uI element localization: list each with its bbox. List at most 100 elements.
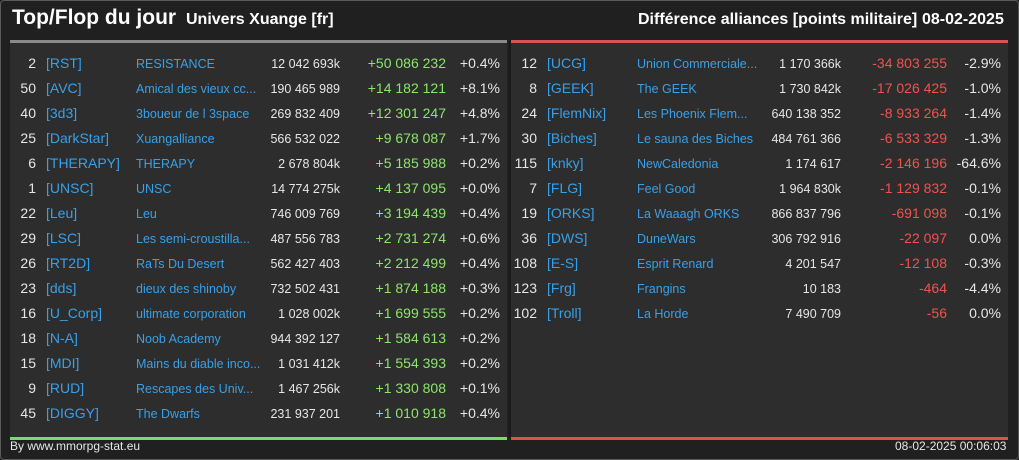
alliance-points: 269 832 409: [270, 107, 340, 121]
percent-change: -64.6%: [956, 155, 1001, 171]
alliance-tag-link[interactable]: [Leu]: [46, 205, 78, 221]
flop-row: 8 [GEEK] The GEEK 1 730 842k -17 026 425 -1.0…: [511, 78, 1008, 103]
alliance-points: 487 556 783: [270, 232, 340, 246]
percent-change: +0.4%: [459, 55, 500, 71]
alliance-name-link[interactable]: UNSC: [136, 182, 172, 196]
alliance-tag-link[interactable]: [DarkStar]: [46, 130, 110, 146]
percent-change: -1.0%: [964, 80, 1001, 96]
alliance-tag-link[interactable]: [UNSC]: [46, 180, 94, 196]
percent-change: +0.2%: [459, 330, 500, 346]
flop-row: 36 [DWS] DuneWars 306 792 916 -22 097 0.0%: [511, 228, 1008, 253]
alliance-name-link[interactable]: The GEEK: [637, 82, 697, 96]
percent-change: 0.0%: [969, 305, 1001, 321]
points-difference: +5 185 988: [375, 155, 446, 171]
alliance-tag-link[interactable]: [THERAPY]: [46, 155, 120, 171]
alliance-name-link[interactable]: La Horde: [637, 307, 689, 321]
alliance-tag-link[interactable]: [Troll]: [547, 305, 582, 321]
alliance-name-link[interactable]: 3boueur de l 3space: [136, 107, 250, 121]
alliance-tag-link[interactable]: [GEEK]: [547, 80, 594, 96]
percent-change: +0.3%: [459, 280, 500, 296]
panel-divider: [509, 40, 511, 437]
alliance-points: 1 170 366k: [779, 57, 841, 71]
alliance-rank: 1: [28, 180, 36, 196]
alliance-name-link[interactable]: Amical des vieux cc...: [136, 82, 257, 96]
alliance-name-link[interactable]: Frangins: [637, 282, 686, 296]
points-difference: +1 010 918: [375, 405, 446, 421]
alliance-name-link[interactable]: ultimate corporation: [136, 307, 246, 321]
alliance-tag-link[interactable]: [MDI]: [46, 355, 80, 371]
points-difference: +2 212 499: [375, 255, 446, 271]
alliance-tag-link[interactable]: [RT2D]: [46, 255, 91, 271]
points-difference: -2 146 196: [880, 155, 947, 171]
points-difference: +1 699 555: [375, 305, 446, 321]
alliance-points: 944 392 127: [270, 332, 340, 346]
alliance-name-link[interactable]: dieux des shinoby: [136, 282, 237, 296]
alliance-tag-link[interactable]: [U_Corp]: [46, 305, 103, 321]
alliance-name-link[interactable]: Xuangalliance: [136, 132, 215, 146]
page-title: Top/Flop du jour: [12, 6, 177, 29]
flop-accent-bar: [511, 437, 1008, 440]
alliance-tag-link[interactable]: [E-S]: [547, 255, 579, 271]
alliance-name-link[interactable]: NewCaledonia: [637, 157, 719, 171]
alliance-tag-link[interactable]: [ORKS]: [547, 205, 595, 221]
alliance-points: 190 465 989: [270, 82, 340, 96]
alliance-points: 4 201 547: [785, 257, 841, 271]
alliance-tag-link[interactable]: [3d3]: [46, 105, 78, 121]
alliance-points: 12 042 693k: [271, 57, 340, 71]
alliance-tag-link[interactable]: [N-A]: [46, 330, 78, 346]
alliance-name-link[interactable]: THERAPY: [136, 157, 196, 171]
percent-change: +0.2%: [459, 155, 500, 171]
alliance-name-link[interactable]: Les Phoenix Flem...: [637, 107, 748, 121]
alliance-name-link[interactable]: Feel Good: [637, 182, 696, 196]
alliance-name-link[interactable]: Union Commerciale...: [637, 57, 758, 71]
top-row: 6 [THERAPY] THERAPY 2 678 804k +5 185 988 +0.…: [10, 153, 507, 178]
alliance-name-link[interactable]: Rescapes des Univ...: [136, 382, 254, 396]
top-list: 2 [RST] RESISTANCE 12 042 693k +50 086 232 +0…: [10, 53, 507, 428]
alliance-name-link[interactable]: RaTs Du Desert: [136, 257, 225, 271]
points-difference: +1 554 393: [375, 355, 446, 371]
alliance-name-link[interactable]: RESISTANCE: [136, 57, 215, 71]
alliance-name-link[interactable]: Esprit Renard: [637, 257, 714, 271]
alliance-tag-link[interactable]: [UCG]: [547, 55, 586, 71]
alliance-tag-link[interactable]: [DWS]: [547, 230, 588, 246]
alliance-rank: 9: [28, 380, 36, 396]
alliance-tag-link[interactable]: [Biches]: [547, 130, 597, 146]
alliance-tag-link[interactable]: [RST]: [46, 55, 82, 71]
alliance-points: 1 028 002k: [278, 307, 340, 321]
alliance-name-link[interactable]: Le sauna des Biches: [637, 132, 754, 146]
points-difference: -464: [918, 280, 947, 296]
percent-change: +8.1%: [459, 80, 500, 96]
alliance-tag-link[interactable]: [AVC]: [46, 80, 82, 96]
top-row: 22 [Leu] Leu 746 009 769 +3 194 439 +0.4%: [10, 203, 507, 228]
alliance-name-link[interactable]: La Waaagh ORKS: [637, 207, 740, 221]
alliance-tag-link[interactable]: [Frg]: [547, 280, 576, 296]
alliance-points: 231 937 201: [270, 407, 340, 421]
alliance-rank: 45: [20, 405, 36, 421]
alliance-tag-link[interactable]: [FlemNix]: [547, 105, 607, 121]
top-row: 23 [dds] dieux des shinoby 732 502 431 +1 87…: [10, 278, 507, 303]
top-row: 50 [AVC] Amical des vieux cc... 190 465 989…: [10, 78, 507, 103]
points-difference: -6 533 329: [880, 130, 947, 146]
alliance-name-link[interactable]: DuneWars: [637, 232, 696, 246]
alliance-rank: 8: [529, 80, 537, 96]
alliance-tag-link[interactable]: [dds]: [46, 280, 77, 296]
alliance-tag-link[interactable]: [knky]: [547, 155, 584, 171]
alliance-name-link[interactable]: The Dwarfs: [136, 407, 200, 421]
alliance-rank: 30: [521, 130, 537, 146]
flop-row: 102 [Troll] La Horde 7 490 709 -56 0.0%: [511, 303, 1008, 328]
alliance-tag-link[interactable]: [DIGGY]: [46, 405, 99, 421]
alliance-tag-link[interactable]: [FLG]: [547, 180, 583, 196]
alliance-name-link[interactable]: Les semi-croustilla...: [136, 232, 250, 246]
top-row: 1 [UNSC] UNSC 14 774 275k +4 137 095 +0.0%: [10, 178, 507, 203]
points-difference: +1 874 188: [375, 280, 446, 296]
alliance-rank: 36: [521, 230, 537, 246]
alliance-name-link[interactable]: Mains du diable inco...: [136, 357, 261, 371]
alliance-tag-link[interactable]: [RUD]: [46, 380, 85, 396]
alliance-tag-link[interactable]: [LSC]: [46, 230, 82, 246]
flop-row: 123 [Frg] Frangins 10 183 -464 -4.4%: [511, 278, 1008, 303]
metric-title: Différence alliances [points militaire]: [638, 11, 918, 28]
alliance-name-link[interactable]: Noob Academy: [136, 332, 221, 346]
points-difference: +3 194 439: [375, 205, 446, 221]
top-row: 15 [MDI] Mains du diable inco... 1 031 412k…: [10, 353, 507, 378]
alliance-name-link[interactable]: Leu: [136, 207, 157, 221]
